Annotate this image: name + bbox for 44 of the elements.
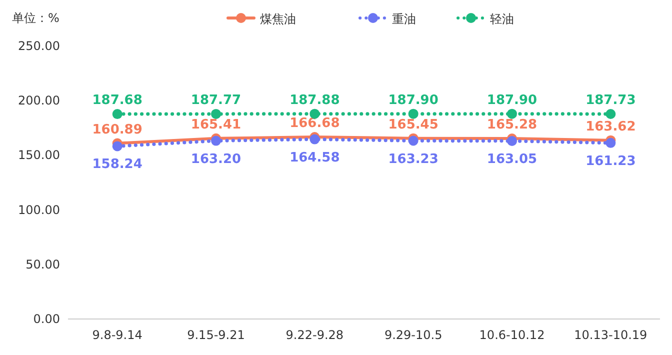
point	[112, 141, 122, 152]
point	[211, 136, 221, 146]
point	[408, 108, 418, 119]
data-label: 163.23	[388, 152, 438, 167]
data-label: 187.73	[586, 93, 636, 108]
y-tick-label: 200.00	[18, 94, 60, 108]
data-label: 163.05	[486, 152, 538, 167]
y-tick-label: 150.00	[18, 148, 60, 162]
x-tick-label: 10.6-10.12	[479, 328, 545, 342]
y-tick-label: 50.00	[26, 257, 60, 272]
legend-label: 轻油	[490, 12, 514, 26]
data-label: 164.58	[290, 150, 340, 166]
point	[310, 134, 320, 144]
y-tick-label: 250.00	[18, 39, 60, 53]
data-label: 163.62	[586, 119, 636, 134]
x-tick-label: 9.15-9.21	[187, 328, 245, 342]
x-tick-label: 9.8-9.14	[92, 328, 142, 342]
data-label: 187.90	[486, 92, 538, 108]
data-label: 166.68	[290, 116, 340, 131]
y-axis-title: 单位：%	[12, 11, 60, 25]
y-tick-label: 0.00	[33, 312, 60, 326]
point	[112, 109, 122, 120]
legend-label: 煤焦油	[260, 12, 296, 26]
data-label: 165.45	[388, 117, 438, 132]
x-tick-label: 9.22-9.28	[286, 328, 344, 342]
point	[606, 109, 616, 119]
point	[211, 108, 221, 119]
x-tick-label: 10.13-10.19	[574, 328, 648, 342]
data-label: 161.23	[586, 154, 636, 169]
point	[408, 136, 418, 146]
data-label: 165.28	[486, 118, 538, 133]
data-label: 187.90	[388, 92, 438, 108]
data-label: 163.20	[190, 152, 242, 167]
point	[606, 138, 616, 148]
data-label: 187.88	[290, 92, 340, 108]
legend-label: 重油	[392, 12, 416, 26]
data-label: 187.77	[190, 92, 242, 108]
data-label: 187.68	[92, 93, 142, 108]
data-label: 160.89	[92, 122, 142, 138]
data-label: 158.24	[92, 157, 142, 172]
data-label: 165.41	[190, 117, 242, 132]
point	[507, 108, 517, 119]
x-tick-label: 9.29-10.5	[384, 328, 442, 342]
y-tick-label: 100.00	[18, 202, 60, 217]
